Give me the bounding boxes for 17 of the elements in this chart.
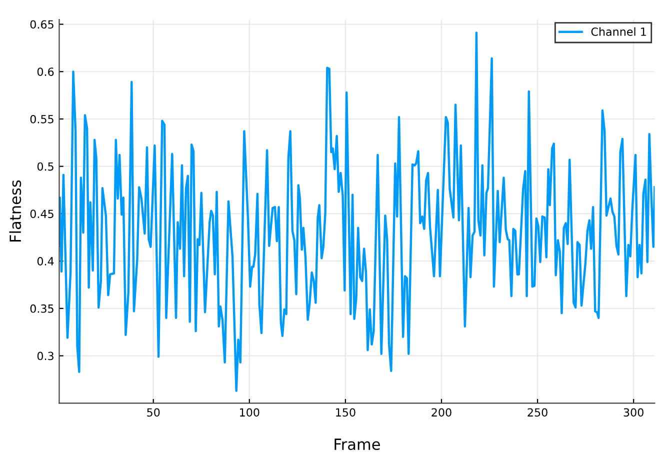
x-tick-label: 150 bbox=[336, 408, 356, 417]
y-axis-title: Flatness bbox=[9, 180, 22, 242]
x-axis-title: Frame bbox=[334, 438, 380, 450]
x-tick-label: 300 bbox=[624, 408, 644, 417]
x-tick-label: 250 bbox=[528, 408, 548, 417]
y-tick-label: 0.35 bbox=[30, 304, 54, 313]
x-tick-label: 50 bbox=[147, 408, 160, 417]
legend-label: Channel 1 bbox=[591, 27, 646, 36]
y-tick-label: 0.55 bbox=[30, 114, 54, 124]
x-tick-label: 200 bbox=[432, 408, 452, 417]
y-tick-label: 0.3 bbox=[37, 352, 54, 360]
x-tick-label: 100 bbox=[240, 408, 260, 417]
y-tick-label: 0.6 bbox=[37, 68, 54, 76]
y-tick-label: 0.4 bbox=[37, 257, 54, 266]
y-tick-label: 0.5 bbox=[37, 162, 54, 171]
y-tick-label: 0.65 bbox=[30, 20, 54, 29]
y-tick-label: 0.45 bbox=[30, 210, 54, 218]
